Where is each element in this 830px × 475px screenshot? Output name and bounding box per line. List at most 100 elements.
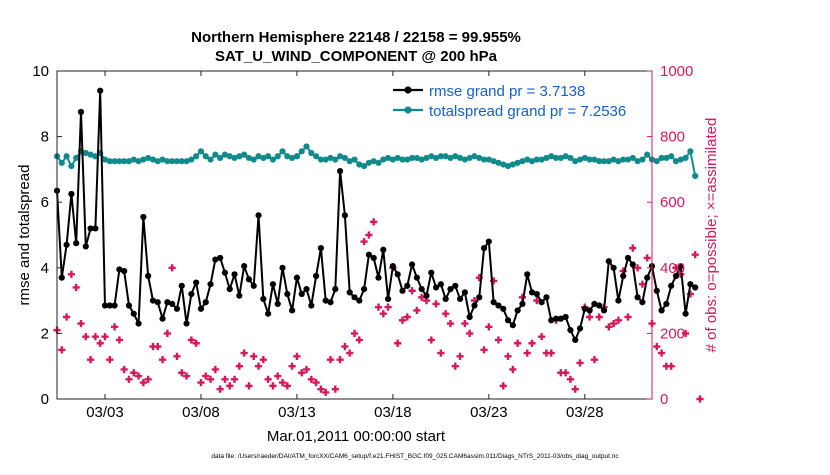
rmse-point (77, 108, 85, 116)
obs-point (326, 356, 335, 364)
x-tick-label: 03/23 (470, 404, 508, 421)
rmse-point (269, 281, 277, 288)
spread-point (370, 158, 377, 165)
spread-point (639, 156, 646, 163)
spread-point (269, 156, 277, 163)
spread-point (562, 153, 569, 160)
obs-point (259, 356, 267, 364)
spread-point (356, 161, 363, 168)
rmse-point (217, 254, 224, 262)
obs-point (586, 313, 594, 321)
obs-point (590, 356, 599, 364)
rmse-point (629, 261, 636, 268)
rmse-point (384, 295, 392, 303)
legend: rmse grand pr = 3.7138 totalspread grand… (393, 83, 626, 120)
rmse-point (149, 297, 157, 304)
rmse-point (231, 271, 238, 278)
spread-point (399, 156, 406, 163)
obs-point (202, 372, 210, 380)
y-left-tick-label: 10 (32, 63, 49, 80)
spread-point (394, 154, 401, 162)
obs-point (595, 313, 603, 321)
y-left-tick-label: 6 (41, 194, 49, 211)
spread-point (528, 158, 536, 165)
obs-point (605, 323, 613, 331)
chart-title: Northern Hemisphere 22148 / 22158 = 99.9… (191, 29, 521, 46)
rmse-point (476, 294, 483, 301)
spread-point (265, 153, 272, 160)
rmse-point (524, 271, 531, 278)
obs-point (681, 329, 690, 337)
rmse-point (442, 295, 449, 303)
y-right-tick-label: 400 (660, 260, 685, 277)
obs-point (182, 372, 191, 380)
obs-point (686, 290, 694, 298)
rmse-point (394, 271, 401, 278)
spread-point (380, 156, 387, 163)
obs-point (394, 339, 402, 347)
rmse-point (289, 307, 296, 314)
rmse-point (284, 290, 291, 298)
rmse-point (317, 245, 325, 252)
obs-point (566, 375, 575, 383)
obs-series (53, 218, 704, 403)
spread-point (317, 156, 325, 163)
rmse-point (73, 240, 80, 247)
obs-point (245, 382, 253, 390)
spread-point (63, 153, 70, 160)
rmse-point (145, 272, 152, 280)
obs-point (139, 379, 147, 387)
spread-point (289, 154, 296, 162)
rmse-point (116, 266, 123, 273)
obs-point (360, 237, 368, 246)
rmse-point (500, 305, 507, 312)
rmse-point (365, 251, 372, 258)
rmse-point (241, 263, 248, 270)
rmse-point (552, 315, 560, 322)
rmse-point (341, 212, 349, 219)
spread-point (442, 153, 449, 160)
obs-point (125, 375, 133, 383)
spread-point (279, 148, 286, 155)
obs-point (67, 270, 75, 278)
spread-point (677, 156, 684, 163)
x-tick-label: 03/03 (86, 404, 124, 421)
rmse-point (596, 302, 603, 309)
spread-point (567, 154, 574, 162)
spread-point (605, 158, 612, 165)
rmse-point (634, 294, 641, 301)
rmse-point (399, 287, 406, 294)
spread-point (193, 153, 200, 160)
obs-point (278, 379, 287, 387)
spread-point (624, 156, 632, 163)
spread-point (308, 149, 315, 157)
obs-point (370, 218, 378, 226)
rmse-point (92, 225, 99, 232)
rmse-point (644, 274, 651, 281)
obs-point (542, 349, 551, 357)
spread-point (610, 156, 617, 163)
spread-point (322, 156, 329, 163)
rmse-point (480, 245, 488, 252)
obs-point (86, 356, 95, 364)
rmse-point (485, 238, 492, 245)
rmse-point (471, 302, 478, 309)
obs-point (254, 362, 263, 370)
spread-point (519, 158, 526, 165)
rmse-point (250, 282, 257, 289)
rmse-point (101, 302, 109, 309)
obs-point (62, 313, 71, 321)
obs-point (269, 382, 277, 390)
spread-point (514, 159, 521, 166)
obs-point (106, 356, 114, 364)
spread-point (557, 154, 564, 162)
rmse-point (293, 274, 301, 281)
rmse-point (58, 274, 65, 281)
obs-point (346, 349, 354, 357)
obs-point (547, 349, 555, 357)
obs-point (317, 385, 325, 393)
rmse-point (154, 299, 161, 306)
obs-point (437, 349, 445, 357)
spread-point (572, 158, 579, 165)
obs-point (163, 329, 171, 337)
